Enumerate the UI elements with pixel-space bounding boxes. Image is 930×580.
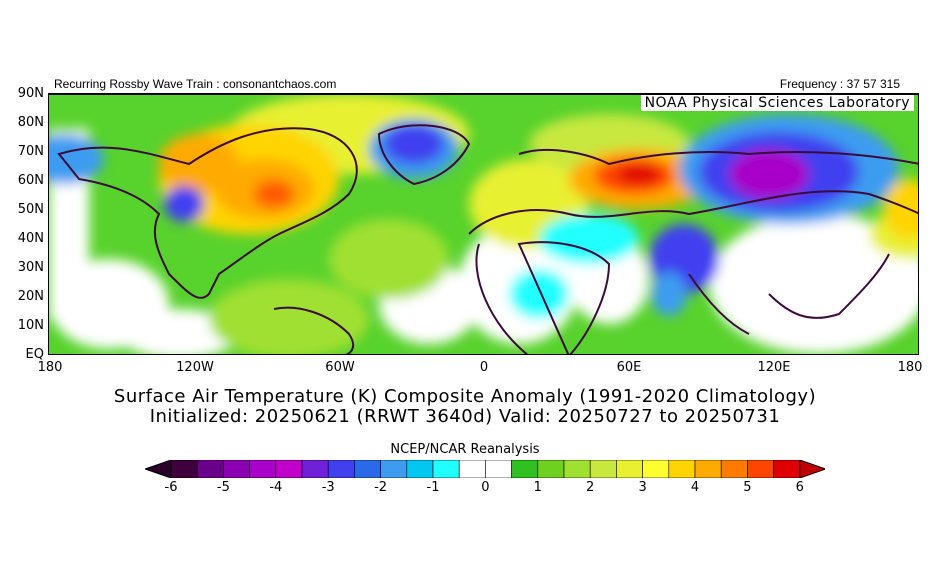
lon-label: 0 — [479, 360, 489, 375]
colorbar-swatch — [301, 460, 329, 478]
map-title: Surface Air Temperature (K) Composite An… — [113, 386, 817, 407]
lat-label: 50N — [17, 202, 44, 217]
lat-label: 20N — [17, 289, 44, 304]
colorbar-tick-label: -1 — [426, 480, 440, 495]
colorbar-tick-label: -2 — [374, 480, 388, 495]
lon-label: 60E — [616, 360, 642, 375]
colorbar-swatch — [511, 460, 539, 478]
coastlines — [57, 124, 918, 354]
colorbar-swatch — [170, 460, 198, 478]
colorbar-swatch — [327, 460, 355, 478]
lon-label: 120E — [757, 360, 791, 375]
colorbar — [145, 460, 825, 478]
colorbar-swatch — [196, 460, 224, 478]
lon-label: 120W — [176, 360, 214, 375]
map-subtitle: Initialized: 20250621 (RRWT 3640d) Valid… — [149, 406, 781, 427]
lon-label: 60W — [325, 360, 355, 375]
header-frequency-text: Frequency : 37 57 315 — [779, 77, 900, 91]
colorbar-swatch — [406, 460, 434, 478]
lat-label: 40N — [17, 231, 44, 246]
colorbar-tick-label: 5 — [743, 480, 752, 495]
colorbar-tick-label: 3 — [638, 480, 647, 495]
colorbar-tick-label: 1 — [533, 480, 542, 495]
colorbar-swatch — [773, 460, 801, 478]
map-svg — [49, 94, 918, 354]
colorbar-swatch — [642, 460, 670, 478]
colorbar-tick-label: -4 — [269, 480, 283, 495]
noaa-lab-label: NOAA Physical Sciences Laboratory — [640, 95, 914, 111]
colorbar-swatch — [432, 460, 460, 478]
colorbar-swatch — [354, 460, 381, 478]
colorbar-swatch — [589, 460, 617, 478]
lat-label: EQ — [25, 347, 44, 362]
colorbar-swatch — [720, 460, 748, 478]
colorbar-swatch — [223, 460, 250, 478]
colorbar-swatch — [747, 460, 774, 478]
colorbar-tick-label: 6 — [795, 480, 804, 495]
lat-label: 70N — [17, 144, 44, 159]
colorbar-swatch — [563, 460, 591, 478]
lat-label: 30N — [17, 260, 44, 275]
colorbar-swatch — [668, 460, 696, 478]
colorbar-low-arrow — [145, 460, 172, 478]
colorbar-tick-label: -3 — [321, 480, 335, 495]
colorbar-tick-label: 2 — [586, 480, 595, 495]
colorbar-tick-label: -5 — [216, 480, 230, 495]
colorbar-tick-label: 0 — [481, 480, 490, 495]
lat-label: 90N — [17, 86, 44, 101]
colorbar-swatch — [537, 460, 565, 478]
colorbar-swatch — [694, 460, 722, 478]
colorbar-tick-label: 4 — [690, 480, 700, 495]
lon-label: 180 — [37, 360, 63, 375]
colorbar-swatch — [275, 460, 303, 478]
lon-label: 180 — [897, 360, 923, 375]
colorbar-tick-label: -6 — [164, 480, 178, 495]
colorbar-swatch — [458, 460, 486, 478]
colorbar-high-arrow — [799, 460, 825, 478]
lat-label: 10N — [17, 318, 44, 333]
colorbar-swatch — [616, 460, 643, 478]
colorbar-title: NCEP/NCAR Reanalysis — [390, 442, 540, 457]
colorbar-swatch — [485, 460, 512, 478]
lat-label: 60N — [17, 173, 44, 188]
temperature-anomaly-map — [48, 93, 919, 355]
header-source-text: Recurring Rossby Wave Train : consonantc… — [54, 77, 337, 91]
colorbar-swatch — [249, 460, 277, 478]
colorbar-swatch — [380, 460, 408, 478]
anomaly-shading — [49, 94, 918, 354]
lat-label: 80N — [17, 115, 44, 130]
